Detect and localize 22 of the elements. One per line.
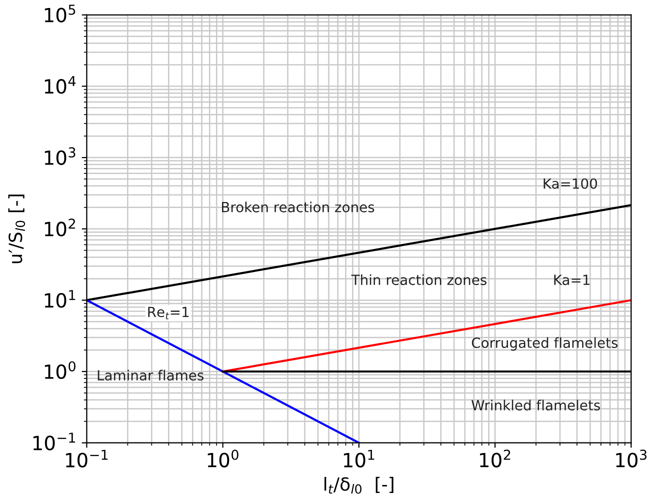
x-tick-label: 10$^{1}$: [344, 450, 374, 468]
y-tick-label: 10$^{−1}$: [33, 432, 76, 450]
x-tick-label: 10$^{0}$: [208, 450, 238, 468]
y-tick-label: 10$^{2}$: [44, 218, 75, 236]
x-tick-label: 10$^{−1}$: [66, 450, 108, 468]
annotation: Broken reaction zones: [222, 202, 374, 212]
x-tick-label: 10$^{3}$: [616, 450, 647, 468]
annotation: Laminar flames: [98, 370, 204, 381]
y-tick-label: 10$^{0}$: [44, 361, 76, 380]
y-tick-label: 10$^{5}$: [44, 4, 76, 22]
x-tick-label: 10$^{2}$: [480, 450, 510, 468]
y-tick-label: 10$^{4}$: [44, 76, 76, 94]
annotation: Ka=100: [544, 178, 597, 189]
annotation: Ka=1: [554, 274, 590, 286]
y-tick-label: 10$^{3}$: [44, 147, 76, 166]
annotation: Thin reaction zones: [351, 274, 486, 286]
annotation: Corrugated flamelets: [472, 337, 618, 351]
y-tick-label: 10$^{1}$: [44, 290, 76, 308]
x-axis-title: l$_{t}$/δ$_{l0}$ [-]: [324, 476, 394, 494]
annotation: Re$_{t}$=1: [148, 306, 189, 320]
annotation: Wrinkled flamelets: [472, 400, 600, 410]
y-axis-title: u′/S$_{l0}$ [-]: [8, 194, 26, 264]
